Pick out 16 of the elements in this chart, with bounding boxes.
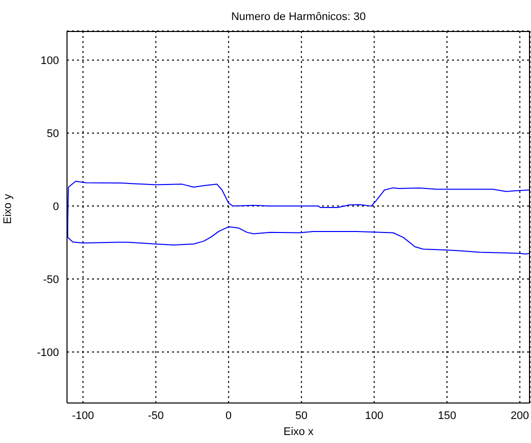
line-series xyxy=(67,180,530,255)
y-tick-label: -100 xyxy=(36,346,59,359)
x-tick-label: 50 xyxy=(295,410,308,422)
y-tick-label: 0 xyxy=(52,200,59,213)
y-tick-label: 50 xyxy=(46,128,59,140)
chart-title: Numero de Harmônicos: 30 xyxy=(230,11,367,23)
x-tick-label: -50 xyxy=(148,410,164,422)
y-axis-title: Eixo y xyxy=(2,194,14,224)
y-tick-label: -50 xyxy=(43,274,59,286)
x-tick-label: 0 xyxy=(226,410,232,422)
x-tick-label: 100 xyxy=(365,410,384,422)
y-tick-label: 100 xyxy=(40,55,59,68)
x-axis-title: Eixo x xyxy=(282,426,314,438)
x-tick-label: -100 xyxy=(72,410,94,422)
x-tick-label: 150 xyxy=(438,410,456,422)
x-tick-label: 200 xyxy=(510,410,529,422)
